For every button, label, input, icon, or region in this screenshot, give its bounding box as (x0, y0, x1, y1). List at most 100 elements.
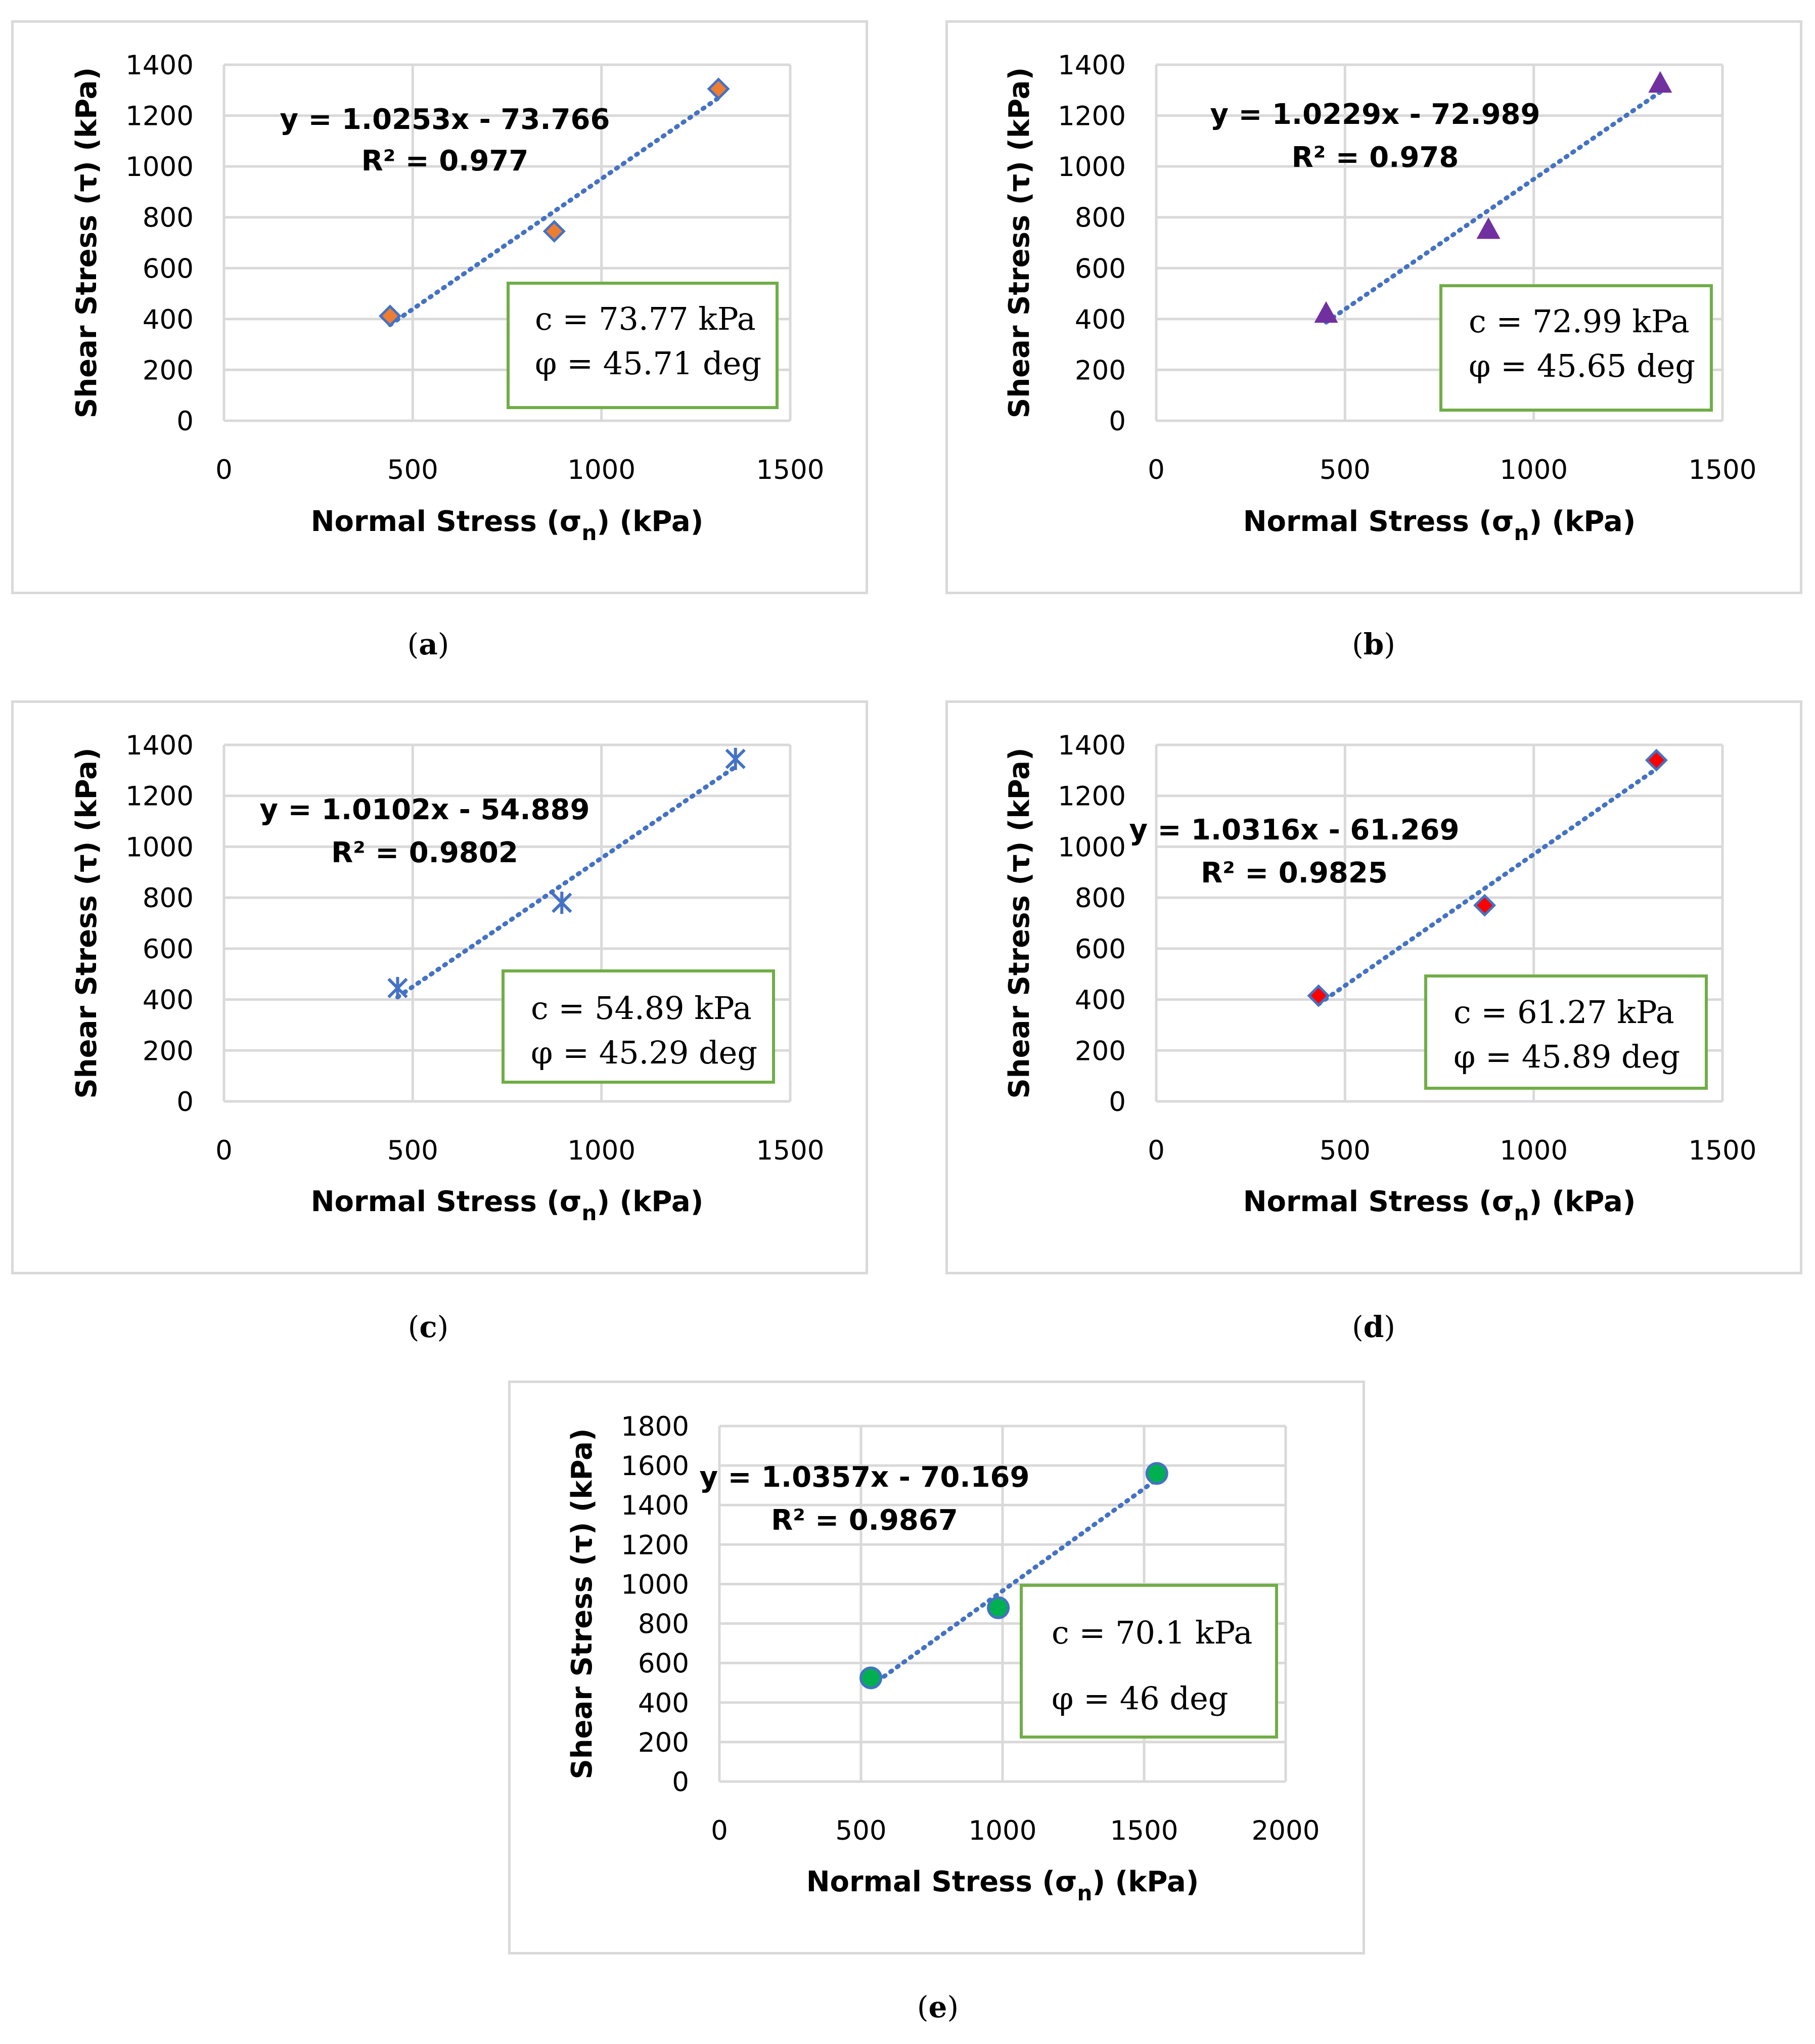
y-tick-label: 800 (143, 883, 194, 914)
x-axis-label: Normal Stress (σn) (kPa) (1243, 1185, 1636, 1225)
caption-a: (a) (407, 627, 449, 661)
y-tick-label: 1000 (1058, 832, 1126, 863)
trendline-equation: y = 1.0357x - 70.169 (700, 1461, 1030, 1494)
x-tick-label: 1000 (567, 1135, 636, 1166)
cohesion-label: c = 61.27 kPa (1454, 994, 1674, 1031)
r-squared-label: R² = 0.9825 (1201, 857, 1388, 890)
y-tick-label: 200 (638, 1727, 689, 1758)
chart-e: 0 200 400 600 800 1000 1200 1400 1600 1800 0 500 100… (566, 1411, 1320, 1905)
y-tick-label: 1800 (621, 1411, 689, 1442)
x-axis-label: Normal Stress (σn) (kPa) (311, 505, 704, 545)
x-tick-label: 500 (387, 455, 438, 485)
parameter-box (1020, 1584, 1278, 1739)
y-tick-label: 1400 (621, 1490, 689, 1521)
y-tick-label: 600 (1075, 934, 1126, 965)
y-tick-label: 400 (638, 1688, 689, 1719)
cohesion-label: c = 73.77 kPa (535, 300, 756, 337)
data-point (859, 1666, 883, 1690)
trendline-equation: y = 1.0253x - 73.766 (280, 103, 610, 136)
x-tick-label: 500 (835, 1815, 886, 1846)
x-tick-label: 500 (1320, 1135, 1371, 1166)
y-tick-label: 800 (638, 1609, 689, 1640)
r-squared-label: R² = 0.977 (361, 145, 529, 177)
data-point (542, 219, 566, 243)
y-tick-label: 0 (672, 1767, 689, 1798)
x-tick-label: 0 (215, 1135, 233, 1166)
y-tick-label: 0 (176, 406, 194, 437)
cohesion-label: c = 54.89 kPa (531, 990, 752, 1027)
y-tick-label: 1400 (125, 50, 194, 81)
y-axis-label: Shear Stress (τ) (kPa) (1003, 747, 1036, 1098)
r-squared-label: R² = 0.978 (1292, 141, 1459, 174)
y-axis-label: Shear Stress (τ) (kPa) (70, 747, 103, 1098)
y-tick-label: 1400 (125, 730, 194, 761)
trendline-equation: y = 1.0316x - 61.269 (1129, 814, 1460, 847)
x-tick-label: 1500 (1689, 1135, 1757, 1166)
caption-d: (d) (1352, 1310, 1395, 1344)
y-tick-label: 400 (1075, 985, 1126, 1016)
data-point (707, 77, 730, 101)
caption-c: (c) (407, 1310, 449, 1344)
parameter-box (507, 282, 779, 409)
y-axis-label: Shear Stress (τ) (kPa) (1003, 67, 1036, 418)
trendline-equation: y = 1.0102x - 54.889 (260, 793, 590, 826)
y-tick-label: 1200 (1058, 781, 1126, 812)
data-point (552, 892, 572, 914)
cohesion-label: c = 70.1 kPa (1052, 1614, 1252, 1651)
y-tick-label: 1000 (621, 1569, 689, 1600)
trendline (1316, 767, 1659, 1006)
y-tick-label: 1000 (125, 152, 194, 183)
x-tick-label: 1500 (1110, 1815, 1178, 1846)
y-tick-label: 200 (1075, 355, 1126, 386)
friction-angle-label: φ = 45.89 deg (1454, 1038, 1680, 1075)
trendline-equation: y = 1.0229x - 72.989 (1210, 98, 1540, 131)
trendline (388, 96, 721, 327)
y-tick-label: 600 (143, 253, 194, 284)
r-squared-label: R² = 0.9802 (331, 836, 518, 869)
y-tick-label: 0 (1109, 1087, 1126, 1118)
x-tick-label: 0 (711, 1815, 728, 1846)
trendline (395, 764, 738, 1000)
trendline (869, 1477, 1159, 1688)
y-tick-label: 400 (1075, 304, 1126, 335)
x-axis-label: Normal Stress (σn) (kPa) (1243, 505, 1636, 545)
y-tick-label: 1400 (1058, 730, 1126, 761)
caption-b: (b) (1352, 627, 1395, 661)
x-tick-label: 1500 (1689, 455, 1757, 485)
data-point (1645, 748, 1668, 772)
y-tick-label: 400 (143, 304, 194, 335)
y-tick-label: 600 (638, 1649, 689, 1679)
y-tick-label: 1200 (621, 1530, 689, 1561)
x-tick-label: 500 (387, 1135, 438, 1166)
y-axis-label: Shear Stress (τ) (kPa) (566, 1428, 599, 1779)
x-tick-label: 1500 (756, 1135, 825, 1166)
y-tick-label: 1600 (621, 1451, 689, 1482)
data-point (987, 1596, 1010, 1619)
parameter-box (502, 969, 775, 1084)
friction-angle-label: φ = 45.29 deg (531, 1034, 757, 1071)
parameter-box (1424, 974, 1708, 1090)
y-tick-label: 0 (176, 1087, 194, 1118)
data-point (1314, 301, 1338, 323)
data-point (725, 747, 746, 770)
data-point (1648, 71, 1672, 93)
data-point (378, 304, 402, 328)
x-tick-label: 0 (1148, 455, 1165, 485)
trendline (1324, 90, 1663, 325)
y-tick-label: 400 (143, 985, 194, 1016)
friction-angle-label: φ = 45.71 deg (535, 345, 761, 382)
friction-angle-label: φ = 45.65 deg (1469, 347, 1695, 384)
y-axis-label: Shear Stress (τ) (kPa) (70, 67, 103, 418)
x-axis-label: Normal Stress (σn) (kPa) (806, 1865, 1199, 1905)
chart-b: 0 200 400 600 800 1000 1200 1400 0 500 1000 1500 She… (1003, 50, 1756, 545)
x-axis-label: Normal Stress (σn) (kPa) (311, 1185, 704, 1225)
x-tick-label: 1000 (1500, 1135, 1568, 1166)
x-tick-label: 0 (1148, 1135, 1165, 1166)
y-tick-label: 1200 (1058, 101, 1126, 132)
y-tick-label: 1000 (1058, 152, 1126, 183)
y-tick-label: 200 (143, 355, 194, 386)
x-tick-label: 2000 (1252, 1815, 1320, 1846)
friction-angle-label: φ = 46 deg (1052, 1680, 1228, 1717)
chart-d: 0 200 400 600 800 1000 1200 1400 0 500 1000 1500 She… (1003, 730, 1756, 1225)
